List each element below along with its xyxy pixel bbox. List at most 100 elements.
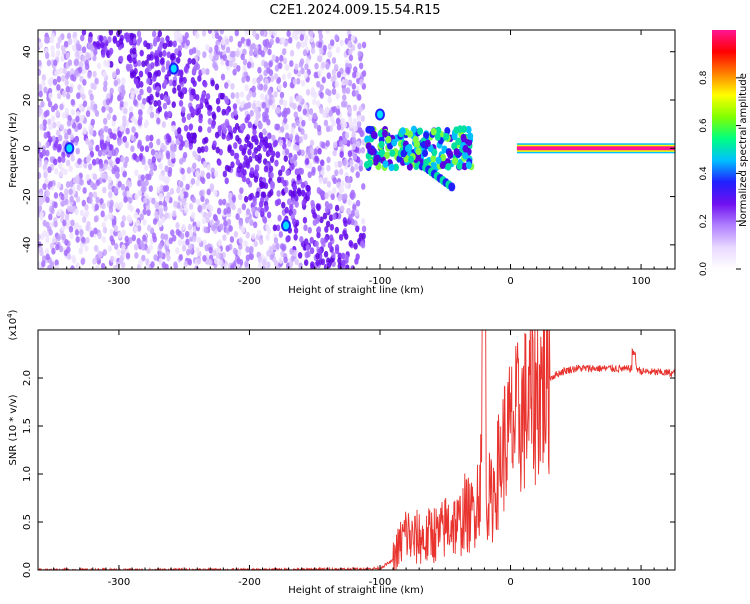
heatmap-cell bbox=[212, 249, 217, 257]
heatmap-cell bbox=[467, 132, 474, 141]
heatmap-cell bbox=[312, 212, 318, 220]
heatmap-cell bbox=[282, 99, 288, 107]
heatmap-cell bbox=[42, 119, 48, 126]
heatmap-cell bbox=[214, 257, 219, 265]
snr-y-tick-label: 1.0 bbox=[22, 466, 33, 482]
heatmap-cell bbox=[361, 41, 367, 49]
heatmap-cell bbox=[120, 84, 125, 92]
heatmap-cell bbox=[338, 187, 343, 195]
heatmap-cell bbox=[106, 113, 111, 120]
heatmap-cell bbox=[360, 146, 366, 154]
heatmap-cell bbox=[102, 70, 108, 78]
colorbar-tick-label: 0.8 bbox=[699, 70, 709, 85]
heatmap-cell bbox=[66, 119, 72, 127]
heatmap-cell bbox=[281, 110, 286, 118]
heatmap-cell bbox=[192, 162, 197, 170]
colorbar-gradient bbox=[712, 30, 736, 269]
heatmap-cell bbox=[216, 105, 221, 113]
heatmap-cell bbox=[137, 93, 142, 101]
heatmap-cell bbox=[148, 141, 154, 149]
heatmap-cell bbox=[288, 260, 294, 268]
heatmap-cell bbox=[300, 149, 305, 157]
heatmap-cell bbox=[357, 94, 362, 101]
heatmap-cell bbox=[197, 146, 202, 154]
heatmap-cell bbox=[392, 163, 399, 172]
heatmap-cell bbox=[74, 58, 79, 66]
heatmap-cell bbox=[69, 232, 74, 240]
heatmap-cell bbox=[269, 75, 275, 83]
heatmap-cell bbox=[324, 106, 330, 114]
heatmap-cell bbox=[152, 75, 157, 82]
heatmap-cell bbox=[149, 163, 155, 171]
heatmap-cell bbox=[340, 180, 345, 188]
heatmap-cell bbox=[252, 128, 257, 136]
heatmap-cell bbox=[220, 38, 226, 46]
heatmap-cell bbox=[254, 119, 259, 127]
heatmap-cell bbox=[259, 238, 264, 246]
heatmap-cell bbox=[298, 95, 303, 102]
heatmap-cell bbox=[360, 115, 365, 122]
heatmap-cell bbox=[113, 264, 118, 269]
heatmap-cell bbox=[127, 180, 132, 188]
heatmap-cell bbox=[41, 260, 46, 268]
colorbar-tick-label: 0.6 bbox=[699, 118, 709, 133]
heatmap-cell bbox=[357, 50, 362, 58]
heatmap-cell bbox=[45, 236, 50, 244]
heatmap-cell bbox=[186, 113, 192, 121]
heatmap-cell bbox=[93, 227, 98, 235]
heatmap-cell bbox=[303, 259, 309, 267]
heatmap-cell bbox=[336, 71, 342, 78]
heatmap-cell bbox=[263, 136, 269, 144]
heatmap-cell bbox=[224, 38, 230, 46]
heatmap-cell bbox=[332, 177, 338, 185]
heatmap-cell bbox=[290, 163, 295, 170]
heatmap-cell bbox=[275, 151, 281, 159]
heatmap-cell bbox=[147, 173, 152, 181]
heatmap-cell bbox=[274, 159, 279, 167]
heatmap-cell bbox=[412, 135, 419, 144]
heatmap-cell bbox=[365, 142, 372, 150]
heatmap-cell bbox=[95, 196, 100, 204]
heatmap-cell bbox=[285, 235, 290, 243]
heatmap-cell bbox=[294, 134, 300, 142]
heatmap-cell bbox=[85, 173, 90, 181]
heatmap-cell bbox=[333, 63, 339, 71]
spectrogram-y-ticks: -40 -20 0 20 40 bbox=[22, 45, 675, 253]
heatmap-cell bbox=[155, 86, 161, 93]
heatmap-cell bbox=[325, 125, 331, 133]
heatmap-cell bbox=[232, 247, 238, 255]
colorbar-ticks: 0.0 0.2 0.4 0.6 0.8 bbox=[699, 70, 741, 276]
heatmap-cell bbox=[154, 151, 159, 159]
snr-x-tick-label: -100 bbox=[369, 577, 392, 588]
heatmap-cell bbox=[169, 54, 175, 61]
heatmap-cell bbox=[313, 122, 319, 129]
heatmap-cell bbox=[136, 30, 142, 38]
heatmap-cell bbox=[347, 106, 353, 114]
heatmap-cell bbox=[77, 44, 82, 52]
heatmap-cell bbox=[272, 224, 278, 232]
heatmap-cell bbox=[283, 256, 288, 264]
heatmap-cell bbox=[151, 232, 157, 240]
heatmap-cell bbox=[312, 112, 318, 120]
heatmap-spot-core bbox=[376, 110, 383, 119]
heatmap-cell bbox=[381, 129, 388, 138]
heatmap-cell bbox=[71, 44, 77, 52]
heatmap-cell bbox=[168, 237, 173, 245]
heatmap-cell bbox=[181, 223, 186, 231]
heatmap-cell bbox=[465, 125, 472, 134]
heatmap-cell bbox=[39, 211, 44, 219]
heatmap-cell bbox=[108, 47, 114, 55]
heatmap-cell bbox=[406, 143, 413, 152]
snr-multiplier-close: ) bbox=[8, 309, 19, 313]
spectrogram-y-tick-label: 0 bbox=[22, 145, 33, 151]
spectrogram-x-tick-label: -100 bbox=[369, 276, 392, 287]
heatmap-cell bbox=[62, 67, 67, 75]
heatmap-cell bbox=[257, 66, 262, 74]
heatmap-cell bbox=[237, 207, 242, 215]
heatmap-cell bbox=[326, 180, 332, 188]
heatmap-cell bbox=[460, 133, 467, 142]
heatmap-cell bbox=[107, 176, 112, 184]
heatmap-cell bbox=[59, 124, 65, 131]
heatmap-cell bbox=[139, 81, 144, 88]
